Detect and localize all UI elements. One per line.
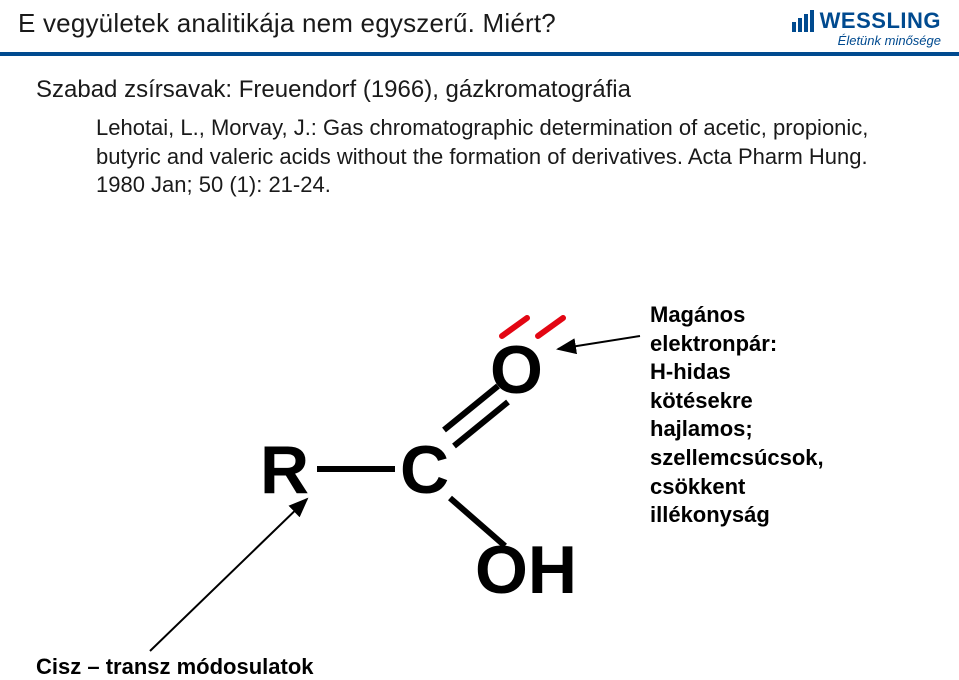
slide-content: Szabad zsírsavak: Freuendorf (1966), gáz… (0, 56, 959, 667)
annot-line: hajlamos; (650, 415, 824, 444)
citation-text: Lehotai, L., Morvay, J.: Gas chromatogra… (96, 114, 883, 200)
annot-line: elektronpár: (650, 330, 824, 359)
logo-tagline: Életünk minősége (838, 33, 941, 48)
lonepair-annotation: Magános elektronpár: H-hidas kötésekre h… (650, 301, 824, 530)
annot-line: szellemcsúcsok, (650, 444, 824, 473)
bond-c-o-dbl-b (454, 402, 508, 446)
cis-trans-label: Cisz – transz módosulatok (36, 654, 314, 680)
annot-line: Magános (650, 301, 824, 330)
annot-line: illékonyság (650, 501, 824, 530)
logo-block: WESSLING Életünk minősége (792, 8, 941, 48)
annot-line: csökkent (650, 473, 824, 502)
molecule-diagram: R C O OH Magános elektronpár: H-hidas kö… (0, 206, 959, 676)
subtitle: Szabad zsírsavak: Freuendorf (1966), gáz… (36, 76, 923, 104)
arrow-to-r (150, 499, 307, 651)
logo-name: WESSLING (820, 8, 941, 34)
atom-c: C (400, 436, 449, 504)
slide-header: E vegyületek analitikája nem egyszerű. M… (0, 0, 959, 56)
logo-bars-icon (792, 10, 814, 32)
atom-o-top: O (490, 336, 543, 404)
atom-oh: OH (475, 536, 577, 604)
annot-line: H-hidas (650, 358, 824, 387)
logo-row: WESSLING (792, 8, 941, 34)
atom-r: R (260, 436, 309, 504)
annot-line: kötésekre (650, 387, 824, 416)
arrow-to-lonepair (558, 336, 640, 349)
slide-title: E vegyületek analitikája nem egyszerű. M… (18, 8, 556, 39)
